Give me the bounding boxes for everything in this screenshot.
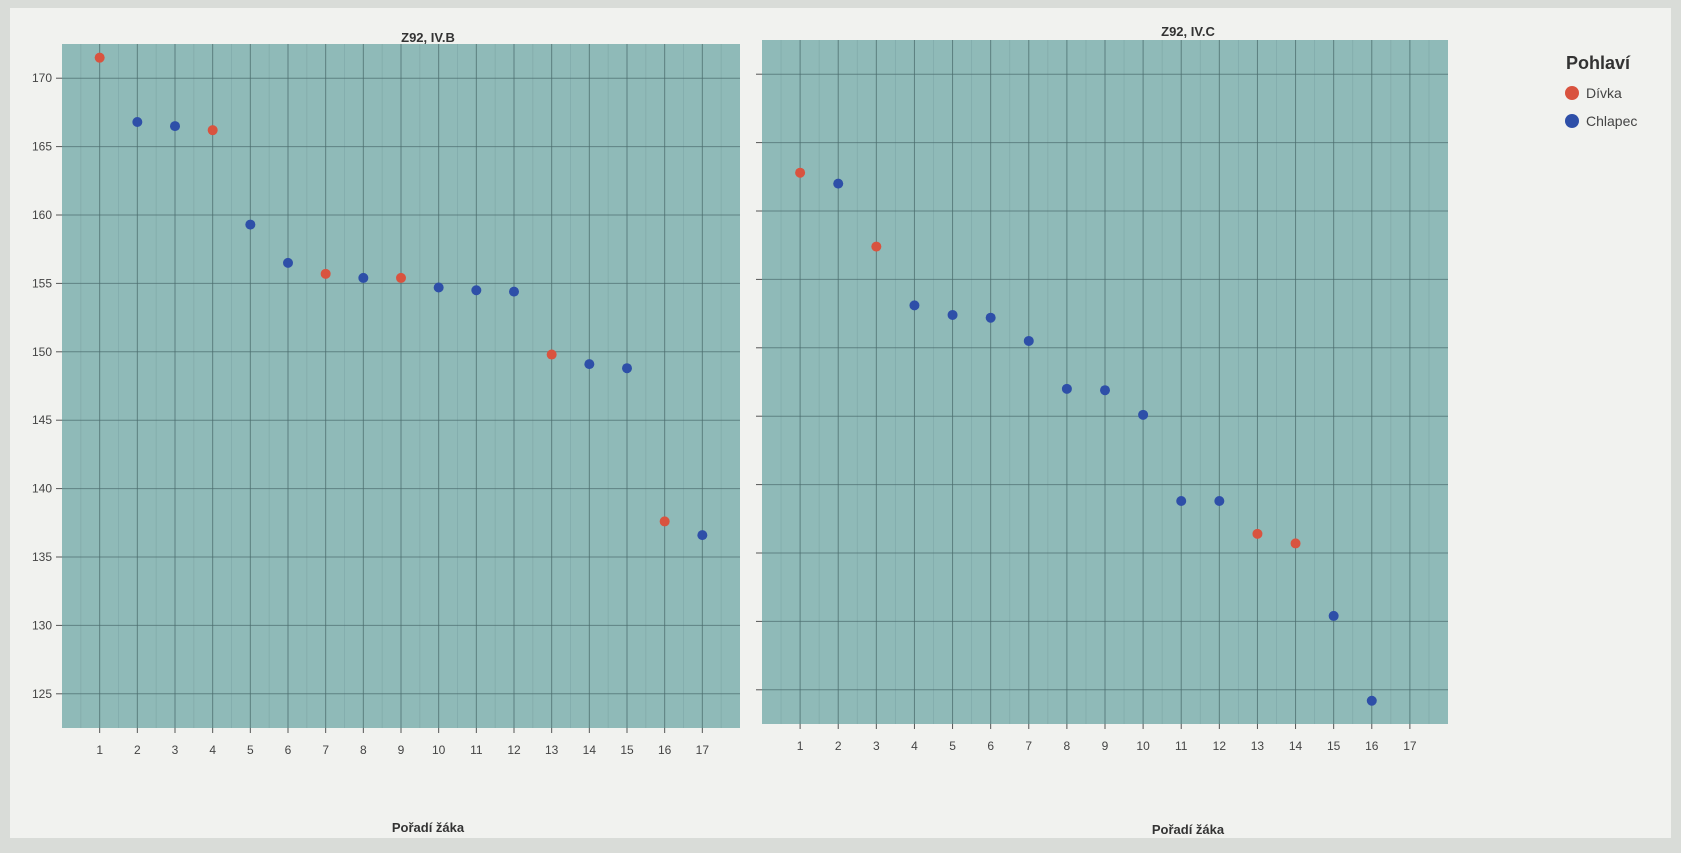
x-tick-label: 17 [1403, 739, 1417, 753]
data-point-divka [1290, 538, 1301, 549]
x-tick-label: 14 [583, 743, 597, 757]
x-tick-label: 12 [1213, 739, 1227, 753]
data-point-chlapec [1023, 335, 1034, 346]
data-point-divka [1252, 528, 1263, 539]
legend-marker-divka [1565, 86, 1579, 100]
data-point-chlapec [622, 363, 632, 374]
x-tick-label: 11 [1175, 739, 1188, 753]
data-point-chlapec [1214, 496, 1225, 507]
data-point-chlapec [433, 282, 444, 293]
y-tick-label: 140 [32, 482, 52, 496]
x-tick-label: 4 [911, 739, 918, 753]
data-point-chlapec [471, 285, 482, 296]
legend-marker-chlapec [1565, 114, 1579, 128]
x-tick-label: 9 [1102, 739, 1109, 753]
data-point-chlapec [509, 286, 519, 297]
data-point-chlapec [985, 312, 996, 323]
x-tick-label: 16 [1365, 739, 1379, 753]
x-tick-label: 8 [1064, 739, 1071, 753]
x-tick-label: 2 [835, 739, 842, 753]
data-point-chlapec [1328, 610, 1339, 621]
data-point-chlapec [947, 309, 958, 320]
data-point-chlapec [170, 121, 180, 132]
data-point-divka [320, 268, 331, 279]
x-tick-label: 4 [209, 743, 216, 757]
x-tick-label: 2 [134, 743, 141, 757]
chart-panel-iv-b: Z92, IV.B Pořadí žáka 125130135140145150… [32, 30, 740, 835]
y-tick-label: 145 [32, 413, 52, 427]
y-tick-label: 130 [32, 618, 52, 632]
data-point-chlapec [1100, 385, 1110, 396]
data-point-chlapec [358, 272, 369, 283]
data-point-chlapec [283, 257, 293, 268]
x-tick-label: 12 [507, 743, 521, 757]
data-point-chlapec [1061, 383, 1072, 394]
x-tick-label: 6 [285, 743, 292, 757]
x-tick-label: 15 [620, 743, 634, 757]
data-point-chlapec [132, 116, 143, 127]
data-point-chlapec [1176, 496, 1187, 507]
x-tick-label: 8 [360, 743, 367, 757]
x-tick-label: 10 [432, 743, 446, 757]
x-axis-label: Pořadí žáka [392, 820, 465, 835]
y-tick-label: 160 [32, 208, 52, 222]
x-tick-label: 3 [873, 739, 880, 753]
x-tick-label: 1 [797, 739, 804, 753]
y-tick-label: 170 [32, 71, 52, 85]
y-tick-label: 125 [32, 687, 52, 701]
data-point-divka [396, 272, 406, 283]
data-point-chlapec [909, 300, 920, 311]
data-point-divka [546, 349, 557, 360]
x-tick-label: 3 [172, 743, 179, 757]
y-tick-label: 135 [32, 550, 52, 564]
x-tick-label: 13 [1251, 739, 1265, 753]
x-tick-label: 17 [696, 743, 710, 757]
x-tick-label: 15 [1327, 739, 1341, 753]
data-point-divka [207, 125, 218, 136]
data-point-divka [659, 516, 670, 527]
x-tick-label: 10 [1136, 739, 1150, 753]
x-tick-label: 5 [949, 739, 956, 753]
x-axis-label: Pořadí žáka [1152, 822, 1225, 837]
data-point-chlapec [584, 359, 595, 370]
y-tick-label: 155 [32, 276, 52, 290]
x-tick-label: 9 [398, 743, 405, 757]
x-tick-label: 5 [247, 743, 254, 757]
x-tick-label: 7 [322, 743, 329, 757]
panel-title: Z92, IV.B [401, 30, 455, 45]
x-tick-label: 13 [545, 743, 559, 757]
data-point-chlapec [245, 219, 256, 230]
data-point-divka [795, 167, 806, 178]
data-point-chlapec [833, 178, 844, 189]
legend-title: Pohlaví [1566, 53, 1631, 73]
legend-label-divka: Dívka [1586, 85, 1622, 101]
data-point-divka [94, 52, 105, 63]
x-tick-label: 7 [1025, 739, 1032, 753]
data-point-divka [871, 241, 882, 252]
x-tick-label: 14 [1289, 739, 1303, 753]
x-tick-label: 1 [96, 743, 103, 757]
x-tick-label: 11 [470, 743, 483, 757]
y-tick-label: 150 [32, 345, 52, 359]
data-point-chlapec [1366, 695, 1377, 706]
legend-label-chlapec: Chlapec [1586, 113, 1637, 129]
panel-title: Z92, IV.C [1161, 24, 1215, 39]
data-point-chlapec [1138, 409, 1149, 420]
x-tick-label: 16 [658, 743, 672, 757]
legend: Pohlaví Dívka Chlapec [1565, 53, 1637, 129]
chart-panel-iv-c: Z92, IV.C Pořadí žáka 1 2 3 4 5 6 7 8 9 10 11 12 13 1… [756, 24, 1448, 837]
x-tick-label: 6 [987, 739, 994, 753]
y-tick-label: 165 [32, 140, 52, 154]
data-point-chlapec [697, 530, 708, 541]
